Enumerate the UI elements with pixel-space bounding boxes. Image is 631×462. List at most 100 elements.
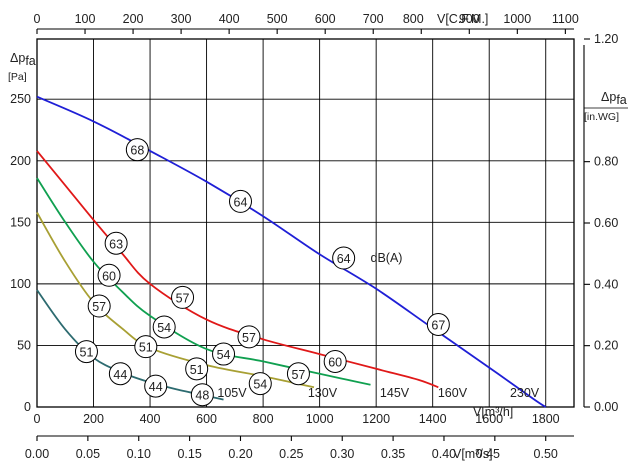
right-axis-tick-label: 0.60: [594, 216, 618, 230]
sound-level-value: 57: [291, 368, 305, 382]
sound-level-circle: [185, 357, 209, 381]
series-line-160V: [36, 150, 439, 389]
sound-level-circle: [104, 231, 128, 255]
sound-level-value: 57: [176, 291, 190, 305]
bottom-axis-tick-label: 800: [253, 412, 274, 426]
right-axis-tick-label: 0.00: [594, 400, 618, 414]
right-axis-title-sub: fa: [616, 93, 626, 107]
bottom2-axis-label: V[m³/s]: [453, 447, 493, 461]
bottom-axis-m3s: 0.00 0.05 0.10 0.15 0.20 0.25 0.30 0.35 0.40 0.50…: [25, 435, 574, 461]
series-label-160V: 160V: [438, 386, 468, 400]
left-axis-tick-label: 150: [10, 215, 31, 229]
series-label-230V: 230V: [510, 386, 540, 400]
left-axis-tick-label: 250: [10, 92, 31, 106]
top-axis-tick-label: 1100: [552, 12, 579, 26]
bottom-axis-tick-label: 1400: [419, 412, 447, 426]
sound-level-circle: [426, 313, 450, 337]
right-axis-tick-label: 0.20: [594, 339, 618, 353]
bottom-axis-tick-label: 200: [83, 412, 104, 426]
dba-annotation: dB(A): [371, 251, 403, 265]
sound-level-value: 54: [253, 378, 267, 392]
top-axis-tick-label: 400: [219, 12, 240, 26]
sound-level-circle: [248, 372, 272, 396]
left-axis-tick-label: 0: [24, 400, 31, 414]
sound-level-value: 44: [149, 380, 163, 394]
bottom2-axis-tick-label: 0.30: [330, 447, 354, 461]
right-axis-unit: [in.WG]: [584, 111, 619, 123]
bottom2-axis-tick-label: 0.05: [76, 447, 100, 461]
sound-level-circle: [286, 362, 310, 386]
top-axis-label: V[C.F.M.]: [437, 12, 488, 26]
left-axis-title-sub: fa: [25, 54, 35, 68]
sound-level-value: 67: [431, 319, 445, 333]
sound-level-circle: [108, 362, 132, 386]
bottom2-axis-tick-label: 0.25: [279, 447, 303, 461]
bottom-axis-tick-label: 1000: [306, 412, 334, 426]
sound-level-circle: [144, 374, 168, 398]
sound-level-value: 51: [190, 363, 204, 377]
sound-level-value: 64: [234, 195, 248, 209]
sound-level-value: 54: [157, 321, 171, 335]
left-axis-pa: 0 50 100 150 200 250: [10, 92, 31, 414]
sound-level-value: 63: [109, 237, 123, 251]
left-axis-unit: [Pa]: [8, 71, 27, 83]
sound-level-circle: [74, 340, 98, 364]
bottom2-axis-tick-label: 0.10: [127, 447, 151, 461]
sound-level-circle: [171, 285, 195, 309]
bottom-axis-tick-label: 600: [196, 412, 217, 426]
bottom2-axis-tick-label: 0.35: [381, 447, 405, 461]
bottom-axis-label: V[m³/h]: [473, 405, 513, 419]
sound-level-value: 54: [217, 348, 231, 362]
sound-level-value: 60: [102, 269, 116, 283]
bottom2-axis-tick-label: 0.45: [476, 447, 500, 461]
bottom2-axis-tick-label: 0.20: [228, 447, 252, 461]
sound-level-circle: [87, 294, 111, 318]
bottom-axis-tick-label: 400: [140, 412, 161, 426]
sound-level-circle: [228, 189, 252, 213]
sound-level-circle: [212, 342, 236, 366]
bottom2-axis-tick-label: 0.15: [177, 447, 201, 461]
top-axis-tick-label: 500: [267, 12, 288, 26]
bottom2-axis-tick-label: 0.40: [432, 447, 456, 461]
bottom-axis-tick-label: 1200: [362, 412, 390, 426]
sound-level-circle: [237, 325, 261, 349]
right-axis-tick-label: 0.80: [594, 155, 618, 169]
top-axis-tick-label: 800: [403, 12, 424, 26]
left-axis-tick-label: 100: [10, 277, 31, 291]
top-axis-cfm: 0 100 200 300 400 500 600 700 900 1000 1100 800: [34, 12, 579, 34]
fan-curves: 230V 160V 145V 130V 105V: [36, 95, 547, 408]
bottom-axis-m3h: 0 200 400 600 800 1000 1200 1400 1600 1800: [34, 412, 560, 426]
sound-level-value: 51: [80, 346, 94, 360]
sound-level-circle: [97, 263, 121, 287]
series-line-145V: [36, 177, 371, 386]
left-axis-title: Δpfa: [10, 51, 36, 68]
right-axis-tick-label: 0.40: [594, 277, 618, 291]
top-axis-tick-label: 900: [459, 12, 480, 26]
top-axis-tick-label: 700: [363, 12, 384, 26]
bottom2-axis-tick-label: 0.50: [534, 447, 558, 461]
sound-level-value: 68: [130, 144, 144, 158]
sound-level-circle: [152, 315, 176, 339]
bottom2-axis-tick-label: 0.00: [25, 447, 49, 461]
top-axis-tick-label: 200: [123, 12, 144, 26]
right-axis-title-main: Δp: [601, 90, 616, 104]
top-axis-tick-label: 1000: [503, 12, 531, 26]
series-label-105V: 105V: [217, 386, 247, 400]
left-axis-tick-label: 50: [17, 338, 31, 352]
sound-level-badges: 68 64 64 67 63 57 57 60 60 54 54 57 57 51 51 54 51 44 44 48: [74, 138, 450, 407]
sound-level-value: 57: [92, 300, 106, 314]
sound-level-value: 51: [139, 341, 153, 355]
right-axis-inwg: 0.00 0.20 0.40 0.60 0.80 1.20: [583, 32, 618, 414]
sound-level-value: 48: [195, 389, 209, 403]
series-label-145V: 145V: [380, 386, 410, 400]
sound-level-circle: [323, 349, 347, 373]
right-axis-title: Δpfa: [601, 90, 627, 107]
top-axis-tick-label: 600: [315, 12, 336, 26]
bottom-axis-tick-label: 0: [34, 412, 41, 426]
top-axis-tick-label: 0: [34, 12, 41, 26]
left-axis-title-main: Δp: [10, 51, 25, 65]
left-axis-tick-label: 200: [10, 154, 31, 168]
sound-level-value: 60: [328, 355, 342, 369]
sound-level-circle: [134, 335, 158, 359]
